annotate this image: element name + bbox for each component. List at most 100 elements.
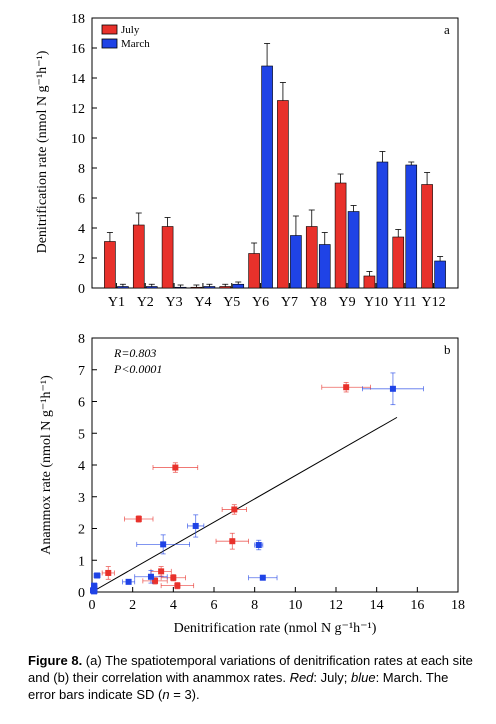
panel-a-legend: July March bbox=[101, 24, 150, 50]
point-july bbox=[229, 538, 236, 545]
panel-a-bars bbox=[104, 43, 446, 289]
correlation-p-annotation: P<0.0001 bbox=[113, 362, 162, 376]
panel-b-y-axis: 0 1 2 3 4 5 6 7 8 bbox=[78, 332, 97, 601]
point-july bbox=[174, 582, 181, 589]
bar-march bbox=[290, 235, 302, 289]
x-tick-label: 2 bbox=[129, 598, 136, 613]
y-tick-label: 18 bbox=[71, 12, 85, 27]
x-tick-label: 10 bbox=[288, 598, 302, 613]
bar-march bbox=[203, 286, 216, 289]
bar-july bbox=[104, 241, 116, 289]
bar-march bbox=[434, 260, 446, 289]
x-tick-label: Y11 bbox=[393, 295, 417, 310]
point-march bbox=[259, 574, 266, 581]
panel-a-y-axis: 0 2 4 6 8 10 12 14 16 18 bbox=[71, 12, 97, 297]
y-tick-label: 16 bbox=[71, 42, 85, 57]
point-march bbox=[192, 522, 199, 529]
caption-lead: Figure 8. bbox=[28, 653, 83, 668]
y-tick-label: 2 bbox=[78, 252, 85, 267]
legend-july-label: July bbox=[121, 24, 140, 36]
x-tick-label: Y1 bbox=[108, 295, 125, 310]
point-march bbox=[91, 588, 98, 595]
y-tick-label: 5 bbox=[78, 427, 85, 442]
point-march bbox=[160, 541, 167, 548]
y-tick-label: 1 bbox=[78, 554, 85, 569]
x-tick-label: Y8 bbox=[310, 295, 327, 310]
caption-part3: : March. The error bars indicate SD ( bbox=[28, 670, 449, 702]
bar-march bbox=[347, 211, 360, 289]
bar-july bbox=[305, 226, 318, 289]
panel-a-y-label: Denitrification rate (nmol N g⁻¹h⁻¹) bbox=[35, 50, 50, 253]
x-tick-label: Y9 bbox=[339, 295, 356, 310]
x-tick-label: Y4 bbox=[194, 295, 211, 310]
regression-line bbox=[91, 416, 398, 593]
point-july bbox=[231, 506, 238, 513]
point-march bbox=[255, 542, 262, 549]
legend-july-swatch bbox=[101, 24, 118, 35]
panel-b-x-axis: 0 2 4 6 8 10 12 14 16 18 bbox=[89, 587, 465, 613]
y-tick-label: 6 bbox=[78, 192, 85, 207]
point-march bbox=[94, 572, 101, 579]
bar-march bbox=[145, 286, 158, 289]
y-tick-label: 14 bbox=[71, 72, 85, 87]
point-july bbox=[343, 384, 350, 391]
point-july bbox=[135, 515, 142, 522]
x-tick-label: Y2 bbox=[137, 295, 154, 310]
x-tick-label: 18 bbox=[451, 598, 465, 613]
bar-july bbox=[248, 253, 260, 289]
bar-july bbox=[161, 226, 174, 289]
x-tick-label: 8 bbox=[251, 598, 258, 613]
point-july bbox=[158, 568, 165, 575]
panel-a-bar-chart: 0 2 4 6 8 10 12 14 16 18 Y1 Y2 Y3 Y4 Y5 Y6 Y7 Y8 Y9 Y10 Y11… bbox=[35, 12, 459, 310]
y-tick-label: 8 bbox=[78, 162, 85, 177]
x-tick-label: 4 bbox=[170, 598, 177, 613]
y-tick-label: 4 bbox=[78, 459, 85, 474]
bar-march bbox=[232, 283, 245, 289]
bar-march bbox=[405, 164, 418, 289]
caption-n-label: n bbox=[162, 687, 170, 702]
y-tick-label: 2 bbox=[78, 523, 85, 538]
x-tick-label: Y5 bbox=[223, 295, 240, 310]
y-tick-label: 12 bbox=[71, 102, 85, 117]
x-tick-label: 12 bbox=[329, 598, 343, 613]
point-march bbox=[91, 582, 98, 589]
point-july bbox=[172, 464, 179, 471]
figure-caption: Figure 8. (a) The spatiotemporal variati… bbox=[28, 652, 478, 703]
y-tick-label: 3 bbox=[78, 491, 85, 506]
legend-march-label: March bbox=[121, 38, 150, 50]
caption-part2: : July; bbox=[313, 670, 351, 685]
bar-july bbox=[190, 286, 203, 289]
x-tick-label: 16 bbox=[410, 598, 424, 613]
panel-b-x-label: Denitrification rate (nmol N g⁻¹h⁻¹) bbox=[174, 621, 377, 636]
panel-b-frame bbox=[91, 337, 459, 593]
x-tick-label: Y10 bbox=[364, 295, 388, 310]
panel-a-frame bbox=[91, 17, 459, 289]
caption-blue-label: blue bbox=[351, 670, 376, 685]
point-july bbox=[170, 574, 177, 581]
point-march bbox=[125, 578, 132, 585]
panel-b-label: b bbox=[444, 342, 451, 357]
x-tick-label: Y12 bbox=[422, 295, 446, 310]
point-july bbox=[152, 577, 159, 584]
y-tick-label: 6 bbox=[78, 396, 85, 411]
bar-july bbox=[334, 182, 347, 289]
bar-march bbox=[174, 286, 187, 289]
legend-march-swatch bbox=[101, 38, 118, 49]
point-march bbox=[389, 385, 396, 392]
y-tick-label: 0 bbox=[78, 586, 85, 601]
x-tick-label: 6 bbox=[211, 598, 218, 613]
bar-july bbox=[363, 275, 376, 289]
x-tick-label: Y7 bbox=[281, 295, 298, 310]
panel-b-points bbox=[90, 372, 424, 595]
point-march bbox=[147, 573, 154, 580]
point-july bbox=[105, 569, 112, 576]
bar-july bbox=[132, 224, 145, 289]
caption-part1: (a) The spatiotemporal variations of den… bbox=[28, 653, 473, 685]
caption-part4: = 3). bbox=[169, 687, 200, 702]
y-tick-label: 10 bbox=[71, 132, 85, 147]
y-tick-label: 7 bbox=[78, 364, 85, 379]
panel-b-y-label: Anammox rate (nmol N g⁻¹h⁻¹) bbox=[39, 375, 54, 555]
x-tick-label: Y6 bbox=[252, 295, 269, 310]
